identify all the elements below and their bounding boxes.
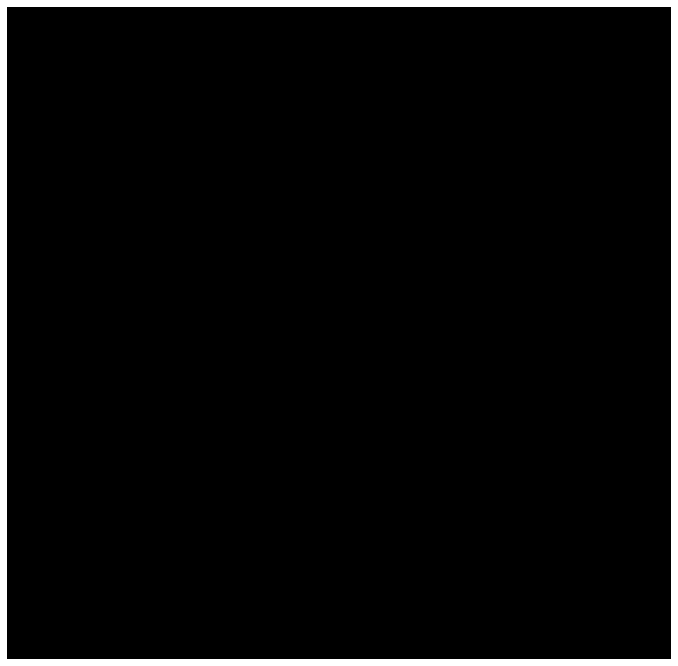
word-cloud <box>7 7 671 659</box>
word-cloud-canvas <box>7 7 671 659</box>
